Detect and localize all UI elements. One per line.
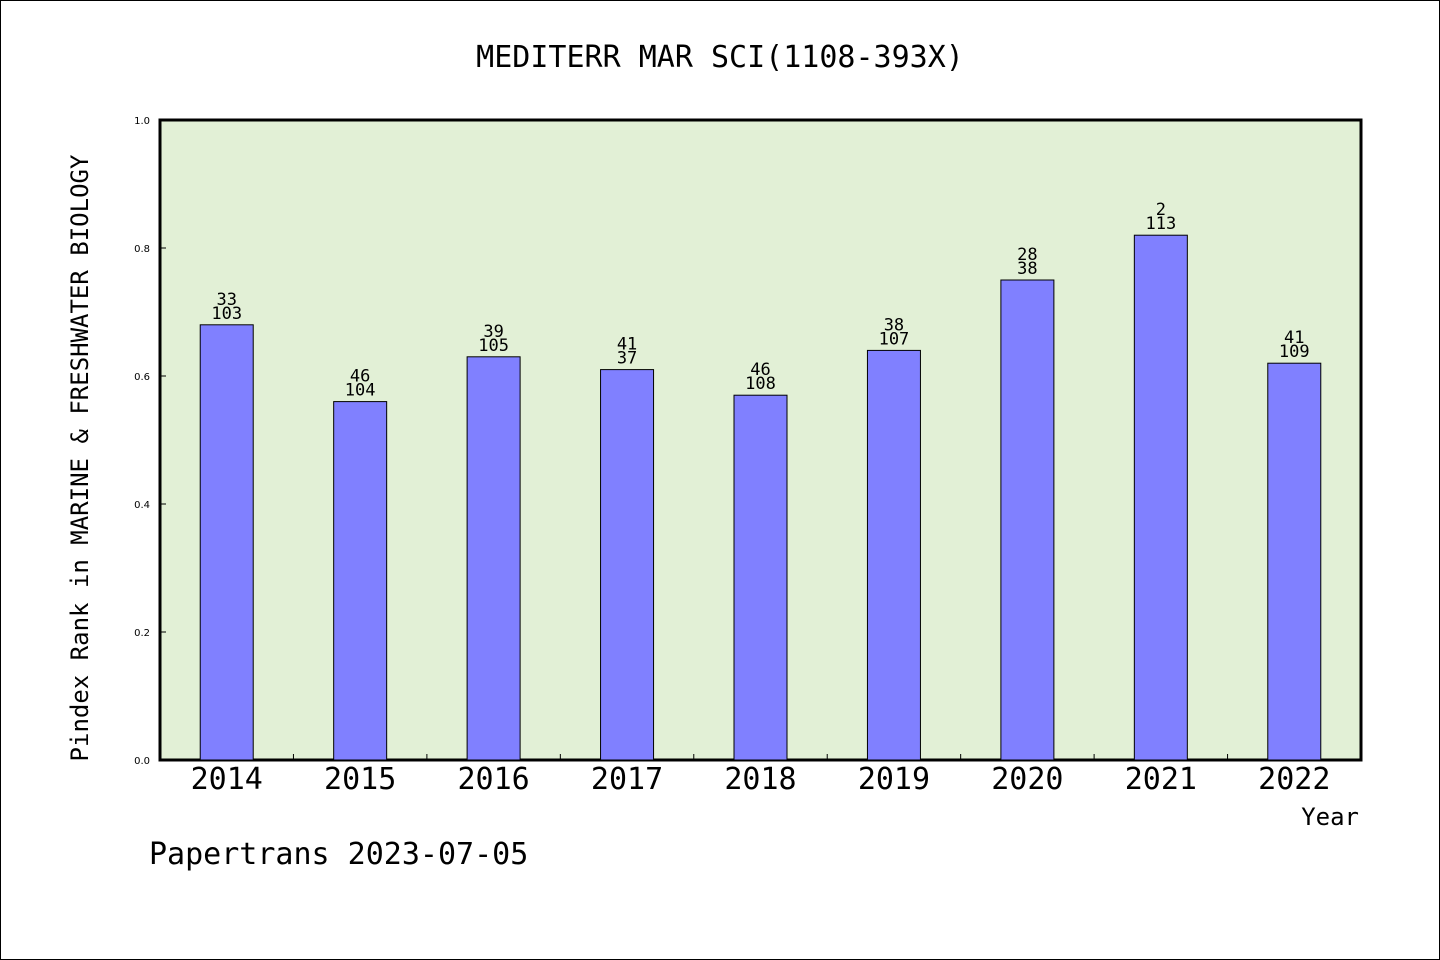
- data-label-top: 41: [617, 335, 637, 355]
- bar: [733, 394, 788, 761]
- chart-title: MEDITERR MAR SCI(1108-393X): [476, 40, 964, 75]
- data-label-top: 33: [216, 290, 236, 310]
- data-label-bottom: 103: [211, 304, 242, 324]
- x-tick-label: 2021: [1125, 762, 1197, 797]
- bar: [333, 401, 388, 761]
- y-tick-label: 0.6: [134, 372, 150, 383]
- x-tick-label: 2015: [324, 762, 396, 797]
- data-label-top: 39: [483, 322, 503, 342]
- data-label-top: 41: [1284, 328, 1304, 348]
- y-tick-label: 1.0: [134, 116, 150, 127]
- x-tick-label: 2022: [1258, 762, 1330, 797]
- bar: [866, 349, 921, 761]
- y-tick-label: 0.2: [134, 628, 150, 639]
- y-axis-label: Pindex Rank in MARINE & FRESHWATER BIOLO…: [66, 154, 94, 761]
- y-tick-label: 0.4: [134, 500, 150, 511]
- footer-watermark: Papertrans 2023-07-05: [149, 837, 528, 872]
- x-tick-label: 2019: [858, 762, 930, 797]
- data-label-top: 2: [1156, 200, 1166, 220]
- bar: [199, 324, 254, 761]
- data-label-bottom: 37: [617, 349, 637, 369]
- y-tick-label: 0.0: [134, 756, 150, 767]
- data-label-top: 38: [884, 315, 904, 335]
- data-label-bottom: 108: [745, 374, 776, 394]
- bar: [466, 356, 521, 761]
- x-tick-label: 2017: [591, 762, 663, 797]
- data-label-top: 46: [350, 367, 370, 387]
- data-label-bottom: 107: [879, 329, 910, 349]
- data-label-top: 28: [1017, 245, 1037, 265]
- bar: [1267, 362, 1322, 761]
- data-label-bottom: 109: [1279, 342, 1310, 362]
- x-axis-label: Year: [1301, 803, 1359, 831]
- bar: [1000, 279, 1055, 761]
- bar: [600, 369, 655, 761]
- x-tick-label: 2018: [724, 762, 796, 797]
- bar: [1133, 234, 1188, 761]
- x-tick-label: 2020: [991, 762, 1063, 797]
- data-label-bottom: 105: [478, 336, 509, 356]
- data-label-top: 46: [750, 360, 770, 380]
- y-tick-label: 0.8: [134, 244, 150, 255]
- data-label-bottom: 113: [1145, 214, 1176, 234]
- x-tick-label: 2016: [457, 762, 529, 797]
- data-label-bottom: 104: [345, 381, 376, 401]
- x-tick-label: 2014: [191, 762, 263, 797]
- data-label-bottom: 38: [1017, 259, 1037, 279]
